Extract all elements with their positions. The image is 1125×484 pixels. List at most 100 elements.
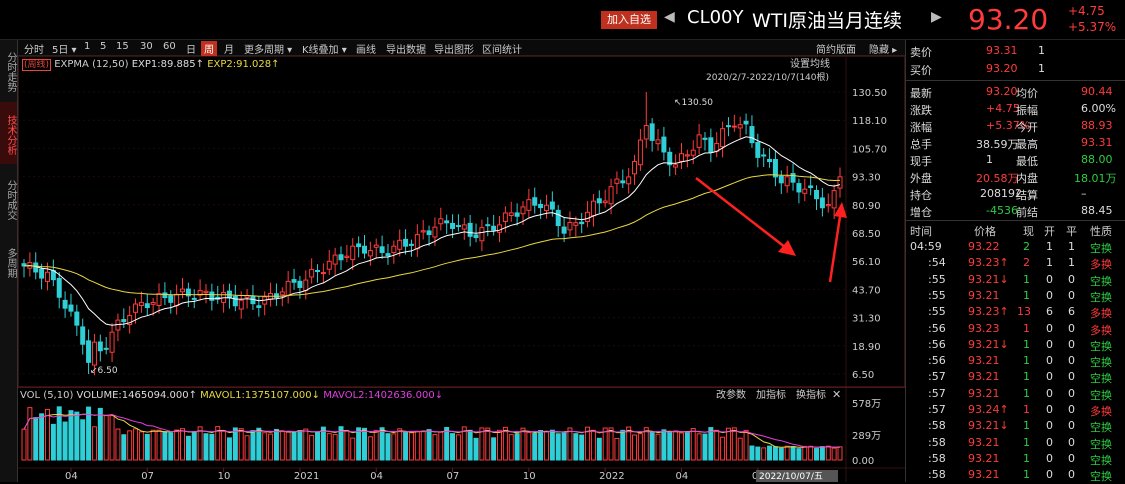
volume-bar xyxy=(221,430,227,461)
kline-chart[interactable]: 130.50 118.10 105.70 93.30 80.90 68.50 56.10 43… xyxy=(18,56,905,482)
volume-bar xyxy=(620,429,626,461)
period-60min[interactable]: 60 xyxy=(163,41,176,52)
more-periods-dropdown[interactable]: 更多周期 ▾ xyxy=(244,45,293,56)
tab-multi-period[interactable]: 多周期 xyxy=(5,248,16,278)
volume-bar xyxy=(831,447,837,461)
switch-indicator-button[interactable]: 换指标 xyxy=(796,388,826,401)
period-15min[interactable]: 15 xyxy=(116,41,129,52)
tick-row[interactable]: :55 93.23↑ 13 6 6 多换 xyxy=(906,304,1125,320)
tick-time: :55 xyxy=(928,272,946,286)
volume-bar xyxy=(555,433,561,461)
draw-line-button[interactable]: 画线 xyxy=(356,45,376,56)
low-annotation-value: 6.50 xyxy=(98,366,118,376)
tick-open: 1 xyxy=(1046,240,1053,253)
volume-bar xyxy=(432,434,438,461)
bid-row: 买价 93.20 1 xyxy=(906,61,1125,77)
candle-body xyxy=(790,173,796,183)
volume-bar xyxy=(379,427,385,461)
tick-row[interactable]: :58 93.21 1 0 0 空换 xyxy=(906,435,1125,451)
tick-row[interactable]: :54 93.23↑ 2 1 1 多换 xyxy=(906,255,1125,271)
volume-bar xyxy=(573,433,579,461)
tick-now: 2 xyxy=(1023,256,1030,270)
period-intraday[interactable]: 分时 xyxy=(24,45,44,56)
ticks-separator xyxy=(906,220,1125,221)
tick-row[interactable]: :57 93.21 1 0 0 空换 xyxy=(906,386,1125,402)
range-stats-button[interactable]: 区间统计 xyxy=(482,45,522,56)
tick-price: 93.21↓ xyxy=(968,272,1009,286)
period-5min[interactable]: 5 xyxy=(100,41,107,52)
volume-bar xyxy=(731,427,737,461)
candle-body xyxy=(309,268,315,278)
price-change: +4.75 xyxy=(1068,4,1105,18)
tick-row[interactable]: :55 93.21 1 0 0 空换 xyxy=(906,288,1125,304)
tick-row[interactable]: :56 93.21↓ 1 0 0 空换 xyxy=(906,337,1125,353)
tick-type: 多换 xyxy=(1090,323,1112,337)
export-data-button[interactable]: 导出数据 xyxy=(386,45,426,56)
candle-body xyxy=(737,124,743,129)
candle-body xyxy=(185,288,191,297)
bid-label: 买价 xyxy=(910,64,932,77)
tick-row[interactable]: :58 93.21 1 0 0 空换 xyxy=(906,451,1125,467)
candle-body xyxy=(420,230,426,233)
tick-row[interactable]: :57 93.24↑ 1 0 0 多换 xyxy=(906,402,1125,418)
tick-close: 0 xyxy=(1068,288,1075,302)
quote-label: 外盘 xyxy=(910,172,932,185)
volume-tick-label: 0.00 xyxy=(852,456,874,467)
tick-open: 0 xyxy=(1046,354,1053,368)
tab-technical[interactable]: 技术分析 xyxy=(0,102,17,164)
overlay-kline-dropdown[interactable]: K线叠加 ▾ xyxy=(302,45,347,56)
volume-bar xyxy=(250,430,256,461)
tab-intraday[interactable]: 分时走势 xyxy=(5,52,16,92)
volume-bar xyxy=(438,431,444,461)
simple-layout-button[interactable]: 简约版面 xyxy=(816,45,856,56)
add-indicator-button[interactable]: 加指标 xyxy=(756,388,786,401)
candle-body xyxy=(708,137,714,153)
period-30min[interactable]: 30 xyxy=(140,41,153,52)
candle-body xyxy=(455,225,461,228)
period-week[interactable]: 周 xyxy=(201,41,217,56)
close-indicator-icon[interactable]: ✕ xyxy=(832,388,841,401)
export-image-button[interactable]: 导出图形 xyxy=(434,45,474,56)
candle-body xyxy=(238,299,244,310)
candle-body xyxy=(56,278,62,298)
prev-symbol-icon[interactable]: ◀ xyxy=(664,9,675,25)
tick-row[interactable]: :55 93.21↓ 1 0 0 空换 xyxy=(906,272,1125,288)
edit-params-button[interactable]: 改参数 xyxy=(716,388,746,401)
candle-body xyxy=(180,288,186,293)
tick-row[interactable]: :56 93.21 1 0 0 空换 xyxy=(906,353,1125,369)
tick-price: 93.21 xyxy=(968,435,1000,449)
tick-row[interactable]: :58 93.21 1 0 0 空换 xyxy=(906,467,1125,483)
volume-bar xyxy=(44,408,50,461)
volume-bar xyxy=(361,427,367,461)
tick-row[interactable]: 04:59 93.22 2 1 1 空换 xyxy=(906,239,1125,255)
tick-time: :58 xyxy=(928,468,946,482)
tick-price: 93.21 xyxy=(968,288,1000,302)
tick-row[interactable]: :58 93.21↓ 1 0 0 空换 xyxy=(906,418,1125,434)
tab-trades[interactable]: 分时成交 xyxy=(5,180,16,220)
next-symbol-icon[interactable]: ▶ xyxy=(931,9,942,25)
volume-bar xyxy=(632,434,638,461)
candle-body xyxy=(755,141,761,158)
period-month[interactable]: 月 xyxy=(224,45,234,56)
add-favorite-button[interactable]: 加入自选 xyxy=(601,11,657,29)
volume-bar xyxy=(755,446,761,461)
ticks-header-now: 现 xyxy=(1023,225,1034,238)
hide-panel-button[interactable]: 隐藏 ▸ xyxy=(869,45,898,56)
candle-body xyxy=(291,279,297,283)
indicator-name[interactable]: EXPMA (12,50) xyxy=(54,59,129,70)
volume-bar xyxy=(33,417,39,461)
volume-bar xyxy=(720,436,726,461)
volume-bar xyxy=(356,427,362,461)
candle-body xyxy=(367,250,373,257)
period-day[interactable]: 日 xyxy=(186,45,196,56)
tick-row[interactable]: :57 93.21 1 0 0 空换 xyxy=(906,369,1125,385)
volume-bar xyxy=(191,431,197,461)
volume-bar xyxy=(673,430,679,461)
set-ma-button[interactable]: 设置均线 xyxy=(790,57,830,70)
period-1min[interactable]: 1 xyxy=(84,41,91,52)
candle-body xyxy=(502,212,508,222)
candle-body xyxy=(408,243,414,246)
period-5day[interactable]: 5日 ▾ xyxy=(52,45,77,56)
tick-open: 0 xyxy=(1046,272,1053,286)
tick-row[interactable]: :56 93.23 1 0 0 多换 xyxy=(906,321,1125,337)
